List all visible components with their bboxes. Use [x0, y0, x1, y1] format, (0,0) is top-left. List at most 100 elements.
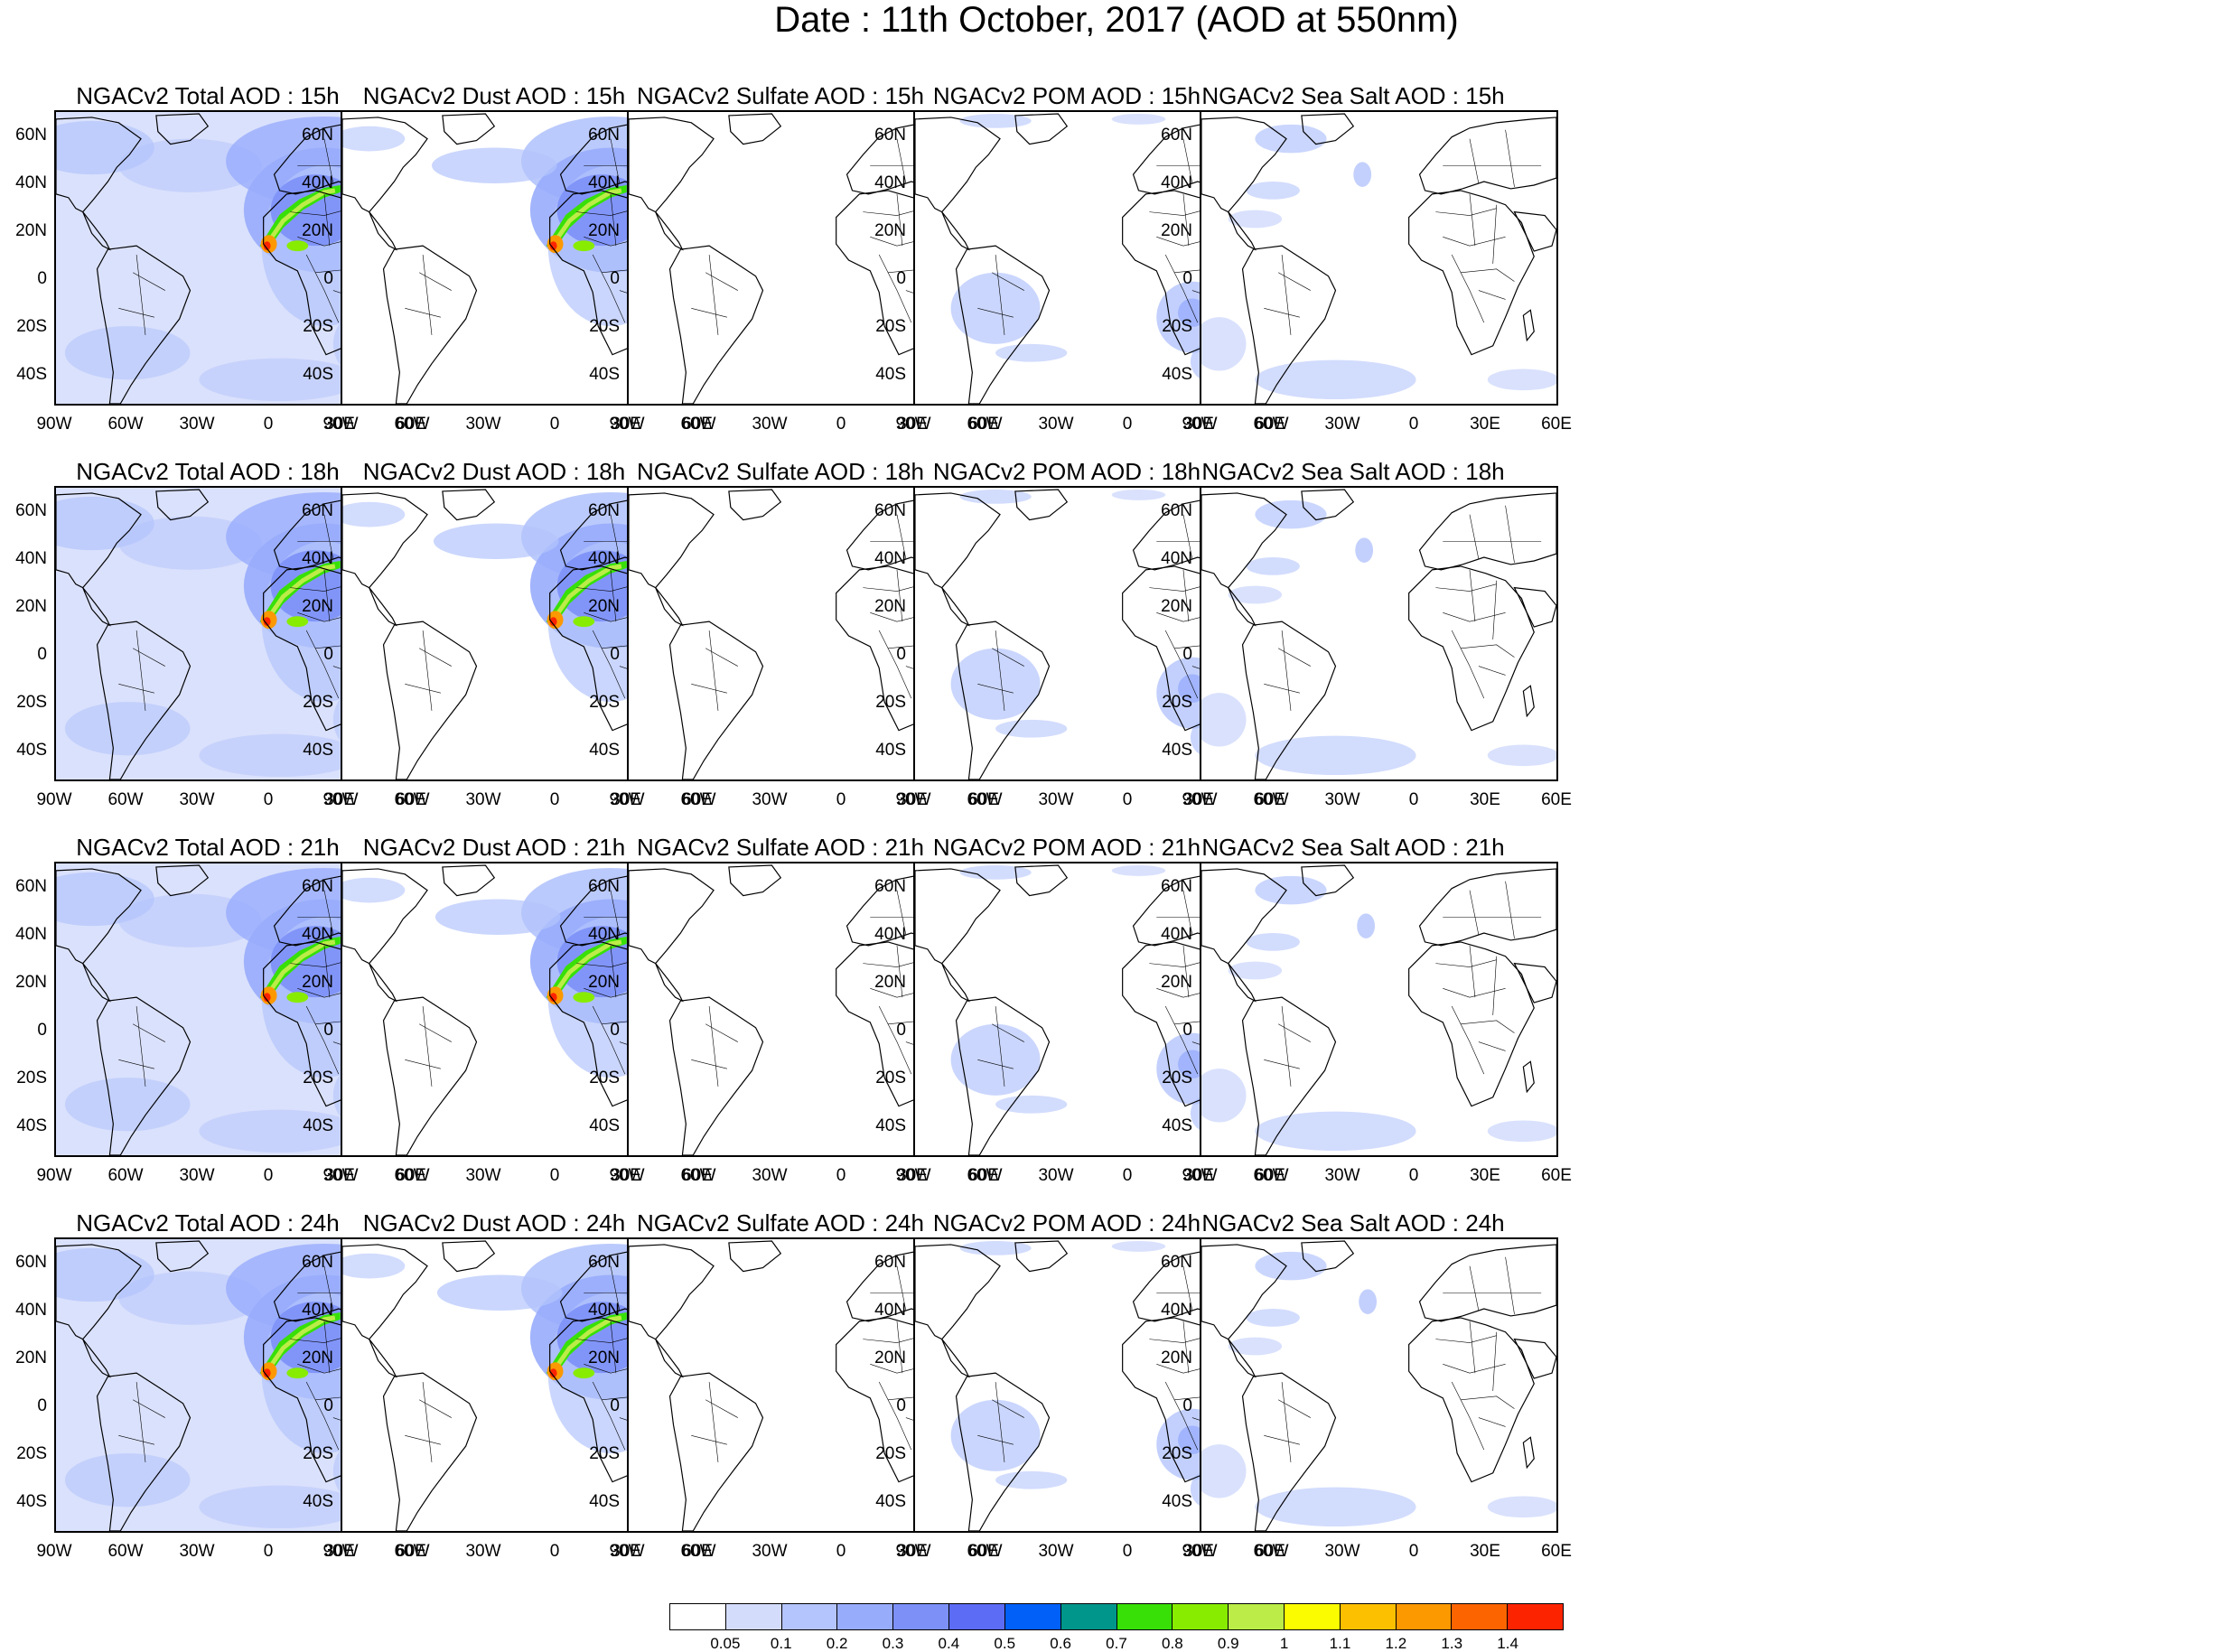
longitude-tick-label: 90W: [1182, 1542, 1218, 1561]
latitude-tick-label: 40N: [874, 549, 906, 568]
longitude-tick-label: 60E: [1541, 415, 1572, 434]
colorbar-swatch: [1284, 1604, 1341, 1629]
latitude-tick-label: 20N: [15, 597, 47, 616]
longitude-tick-label: 60W: [394, 790, 430, 809]
latitude-tick-label: 0: [37, 1021, 47, 1040]
latitude-tick-label: 60N: [874, 126, 906, 145]
map-plot-area: [1200, 110, 1558, 406]
latitude-tick-label: 40S: [875, 1116, 906, 1135]
longitude-tick-label: 30W: [752, 790, 788, 809]
longitude-tick-label: 30W: [752, 1542, 788, 1561]
longitude-tick-label: 30W: [179, 1166, 215, 1185]
longitude-tick-label: 90W: [36, 1166, 72, 1185]
latitude-tick-label: 20S: [303, 1444, 333, 1463]
map-plot-area: [1200, 862, 1558, 1157]
longitude-tick-label: 0: [263, 1542, 274, 1561]
colorbar-swatch: [1229, 1604, 1285, 1629]
longitude-tick-label: 30W: [1038, 415, 1074, 434]
longitude-tick-label: 0: [1408, 1542, 1419, 1561]
longitude-tick-label: 90W: [609, 1542, 645, 1561]
longitude-tick-label: 0: [549, 1166, 560, 1185]
panel-title: NGACv2 Sulfate AOD : 24h: [637, 1209, 924, 1237]
longitude-tick-label: 60W: [1253, 1542, 1289, 1561]
longitude-tick-label: 60E: [968, 1542, 999, 1561]
latitude-tick-label: 40N: [15, 549, 47, 568]
longitude-tick-label: 30E: [1183, 415, 1214, 434]
colorbar-swatch: [1340, 1604, 1397, 1629]
longitude-tick-label: 30E: [1183, 1542, 1214, 1561]
longitude-tick-label: 60E: [968, 790, 999, 809]
longitude-tick-label: 30E: [611, 1166, 641, 1185]
latitude-tick-label: 60N: [15, 1253, 47, 1272]
panel-title: NGACv2 POM AOD : 15h: [932, 82, 1201, 109]
longitude-tick-label: 0: [263, 1166, 274, 1185]
latitude-tick-label: 60N: [302, 1253, 333, 1272]
longitude-tick-label: 60E: [396, 415, 426, 434]
latitude-tick-label: 20N: [1161, 1349, 1192, 1367]
latitude-tick-label: 20S: [1162, 317, 1192, 336]
latitude-tick-label: 40S: [303, 1116, 333, 1135]
longitude-tick-label: 30E: [897, 1542, 928, 1561]
latitude-tick-label: 40N: [302, 549, 333, 568]
latitude-tick-label: 20S: [1162, 1444, 1192, 1463]
colorbar-tick-label: 1.1: [1329, 1635, 1351, 1652]
panel-title: NGACv2 Total AOD : 24h: [76, 1209, 340, 1237]
map-plot-area: [1200, 1237, 1558, 1533]
longitude-tick-label: 90W: [609, 1166, 645, 1185]
figure-title: Date : 11th October, 2017 (AOD at 550nm): [774, 0, 1459, 40]
latitude-tick-label: 40S: [589, 365, 620, 384]
longitude-tick-label: 0: [836, 415, 846, 434]
colorbar-tick-label: 0.2: [826, 1635, 848, 1652]
colorbar-swatch: [893, 1604, 950, 1629]
latitude-tick-label: 0: [37, 645, 47, 664]
panel-title: NGACv2 Dust AOD : 18h: [362, 458, 626, 485]
longitude-tick-label: 30W: [1324, 1542, 1360, 1561]
latitude-tick-label: 20S: [875, 693, 906, 712]
latitude-tick-label: 20S: [303, 693, 333, 712]
longitude-tick-label: 30E: [1470, 1542, 1500, 1561]
latitude-tick-label: 40S: [875, 1492, 906, 1511]
longitude-tick-label: 0: [549, 415, 560, 434]
map-panel-dust: NGACv2 Dust AOD : 15h 60N 40N 20N 0 20S 40S 90W…: [286, 81, 713, 456]
longitude-tick-label: 0: [1122, 415, 1133, 434]
longitude-tick-label: 90W: [609, 790, 645, 809]
latitude-tick-label: 0: [323, 1396, 333, 1415]
latitude-tick-label: 40S: [589, 741, 620, 760]
latitude-tick-label: 40N: [302, 173, 333, 192]
panel-title: NGACv2 Dust AOD : 21h: [362, 834, 626, 861]
latitude-tick-label: 40S: [1162, 1492, 1192, 1511]
longitude-tick-label: 60W: [394, 1166, 430, 1185]
latitude-tick-label: 20S: [589, 317, 620, 336]
latitude-tick-label: 40S: [1162, 365, 1192, 384]
longitude-tick-label: 30W: [1038, 790, 1074, 809]
longitude-tick-label: 60W: [107, 1542, 144, 1561]
longitude-tick-label: 30W: [1324, 790, 1360, 809]
longitude-tick-label: 30W: [752, 415, 788, 434]
panel-title: NGACv2 Dust AOD : 24h: [362, 1209, 626, 1237]
colorbar-swatch: [949, 1604, 1005, 1629]
latitude-tick-label: 40N: [15, 173, 47, 192]
panel-title: NGACv2 Total AOD : 21h: [76, 834, 340, 861]
colorbar-tick-label: 0.1: [770, 1635, 792, 1652]
longitude-tick-label: 60W: [394, 1542, 430, 1561]
longitude-tick-label: 90W: [609, 415, 645, 434]
latitude-tick-label: 20N: [588, 221, 620, 240]
longitude-tick-label: 60E: [968, 1166, 999, 1185]
panel-title: NGACv2 POM AOD : 18h: [932, 458, 1201, 485]
longitude-tick-label: 60W: [1253, 1166, 1289, 1185]
latitude-tick-label: 60N: [302, 877, 333, 896]
longitude-tick-label: 0: [263, 790, 274, 809]
longitude-tick-label: 30E: [1183, 790, 1214, 809]
longitude-tick-label: 90W: [895, 1166, 931, 1185]
longitude-tick-label: 60W: [1253, 415, 1289, 434]
latitude-tick-label: 60N: [1161, 501, 1192, 520]
latitude-tick-label: 20N: [874, 597, 906, 616]
longitude-tick-label: 90W: [1182, 790, 1218, 809]
colorbar-swatch: [725, 1604, 782, 1629]
latitude-tick-label: 40N: [302, 925, 333, 944]
panel-title: NGACv2 Sulfate AOD : 15h: [637, 82, 924, 109]
latitude-tick-label: 40S: [16, 1116, 47, 1135]
latitude-tick-label: 40N: [588, 549, 620, 568]
latitude-tick-label: 0: [37, 1396, 47, 1415]
latitude-tick-label: 20S: [875, 1069, 906, 1087]
